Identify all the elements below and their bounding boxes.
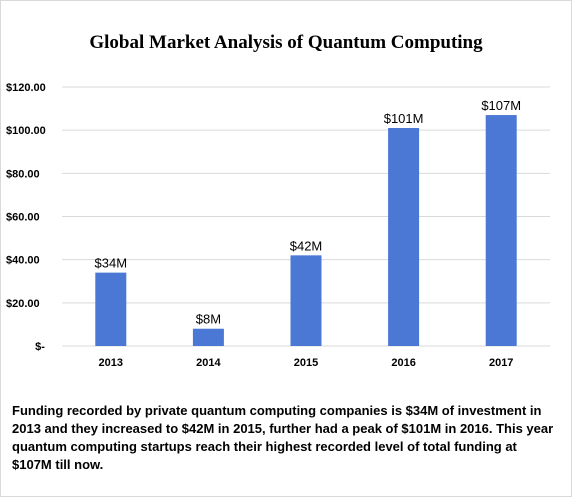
data-label-2015: $42M bbox=[290, 238, 323, 253]
y-tick-label: $60.00 bbox=[6, 212, 40, 224]
bar-2015 bbox=[290, 255, 322, 346]
y-tick-label: $100.00 bbox=[6, 125, 46, 137]
x-tick-label-2013: 2013 bbox=[99, 357, 123, 369]
chart-caption: Funding recorded by private quantum comp… bbox=[12, 403, 554, 472]
y-tick-label: $20.00 bbox=[6, 298, 40, 310]
x-tick-label-2014: 2014 bbox=[196, 357, 221, 369]
x-tick-label-2016: 2016 bbox=[391, 357, 415, 369]
bar-2016 bbox=[388, 128, 420, 346]
bars bbox=[95, 115, 517, 346]
x-axis-ticks: 2013 2014 2015 2016 2017 bbox=[99, 357, 514, 369]
x-tick-label-2017: 2017 bbox=[489, 357, 513, 369]
data-label-2014: $8M bbox=[196, 312, 221, 327]
data-labels: $34M $8M $42M $101M $107M bbox=[95, 98, 522, 327]
bar-2014 bbox=[192, 328, 224, 346]
data-label-2013: $34M bbox=[95, 256, 128, 271]
y-tick-label: $- bbox=[35, 341, 45, 353]
y-tick-label: $40.00 bbox=[6, 255, 40, 267]
data-label-2017: $107M bbox=[481, 98, 521, 113]
x-tick-label-2015: 2015 bbox=[294, 357, 318, 369]
y-tick-label: $80.00 bbox=[6, 168, 40, 180]
y-axis-ticks: $- $20.00 $40.00 $60.00 $80.00 $100.00 $120.00 bbox=[6, 82, 46, 353]
data-label-2016: $101M bbox=[384, 111, 424, 126]
bar-2017 bbox=[485, 115, 517, 346]
y-tick-label: $120.00 bbox=[6, 82, 46, 94]
bar-chart: $- $20.00 $40.00 $60.00 $80.00 $100.00 $120.00… bbox=[6, 82, 550, 369]
bar-2013 bbox=[95, 272, 127, 346]
chart-title: Global Market Analysis of Quantum Comput… bbox=[89, 32, 483, 53]
